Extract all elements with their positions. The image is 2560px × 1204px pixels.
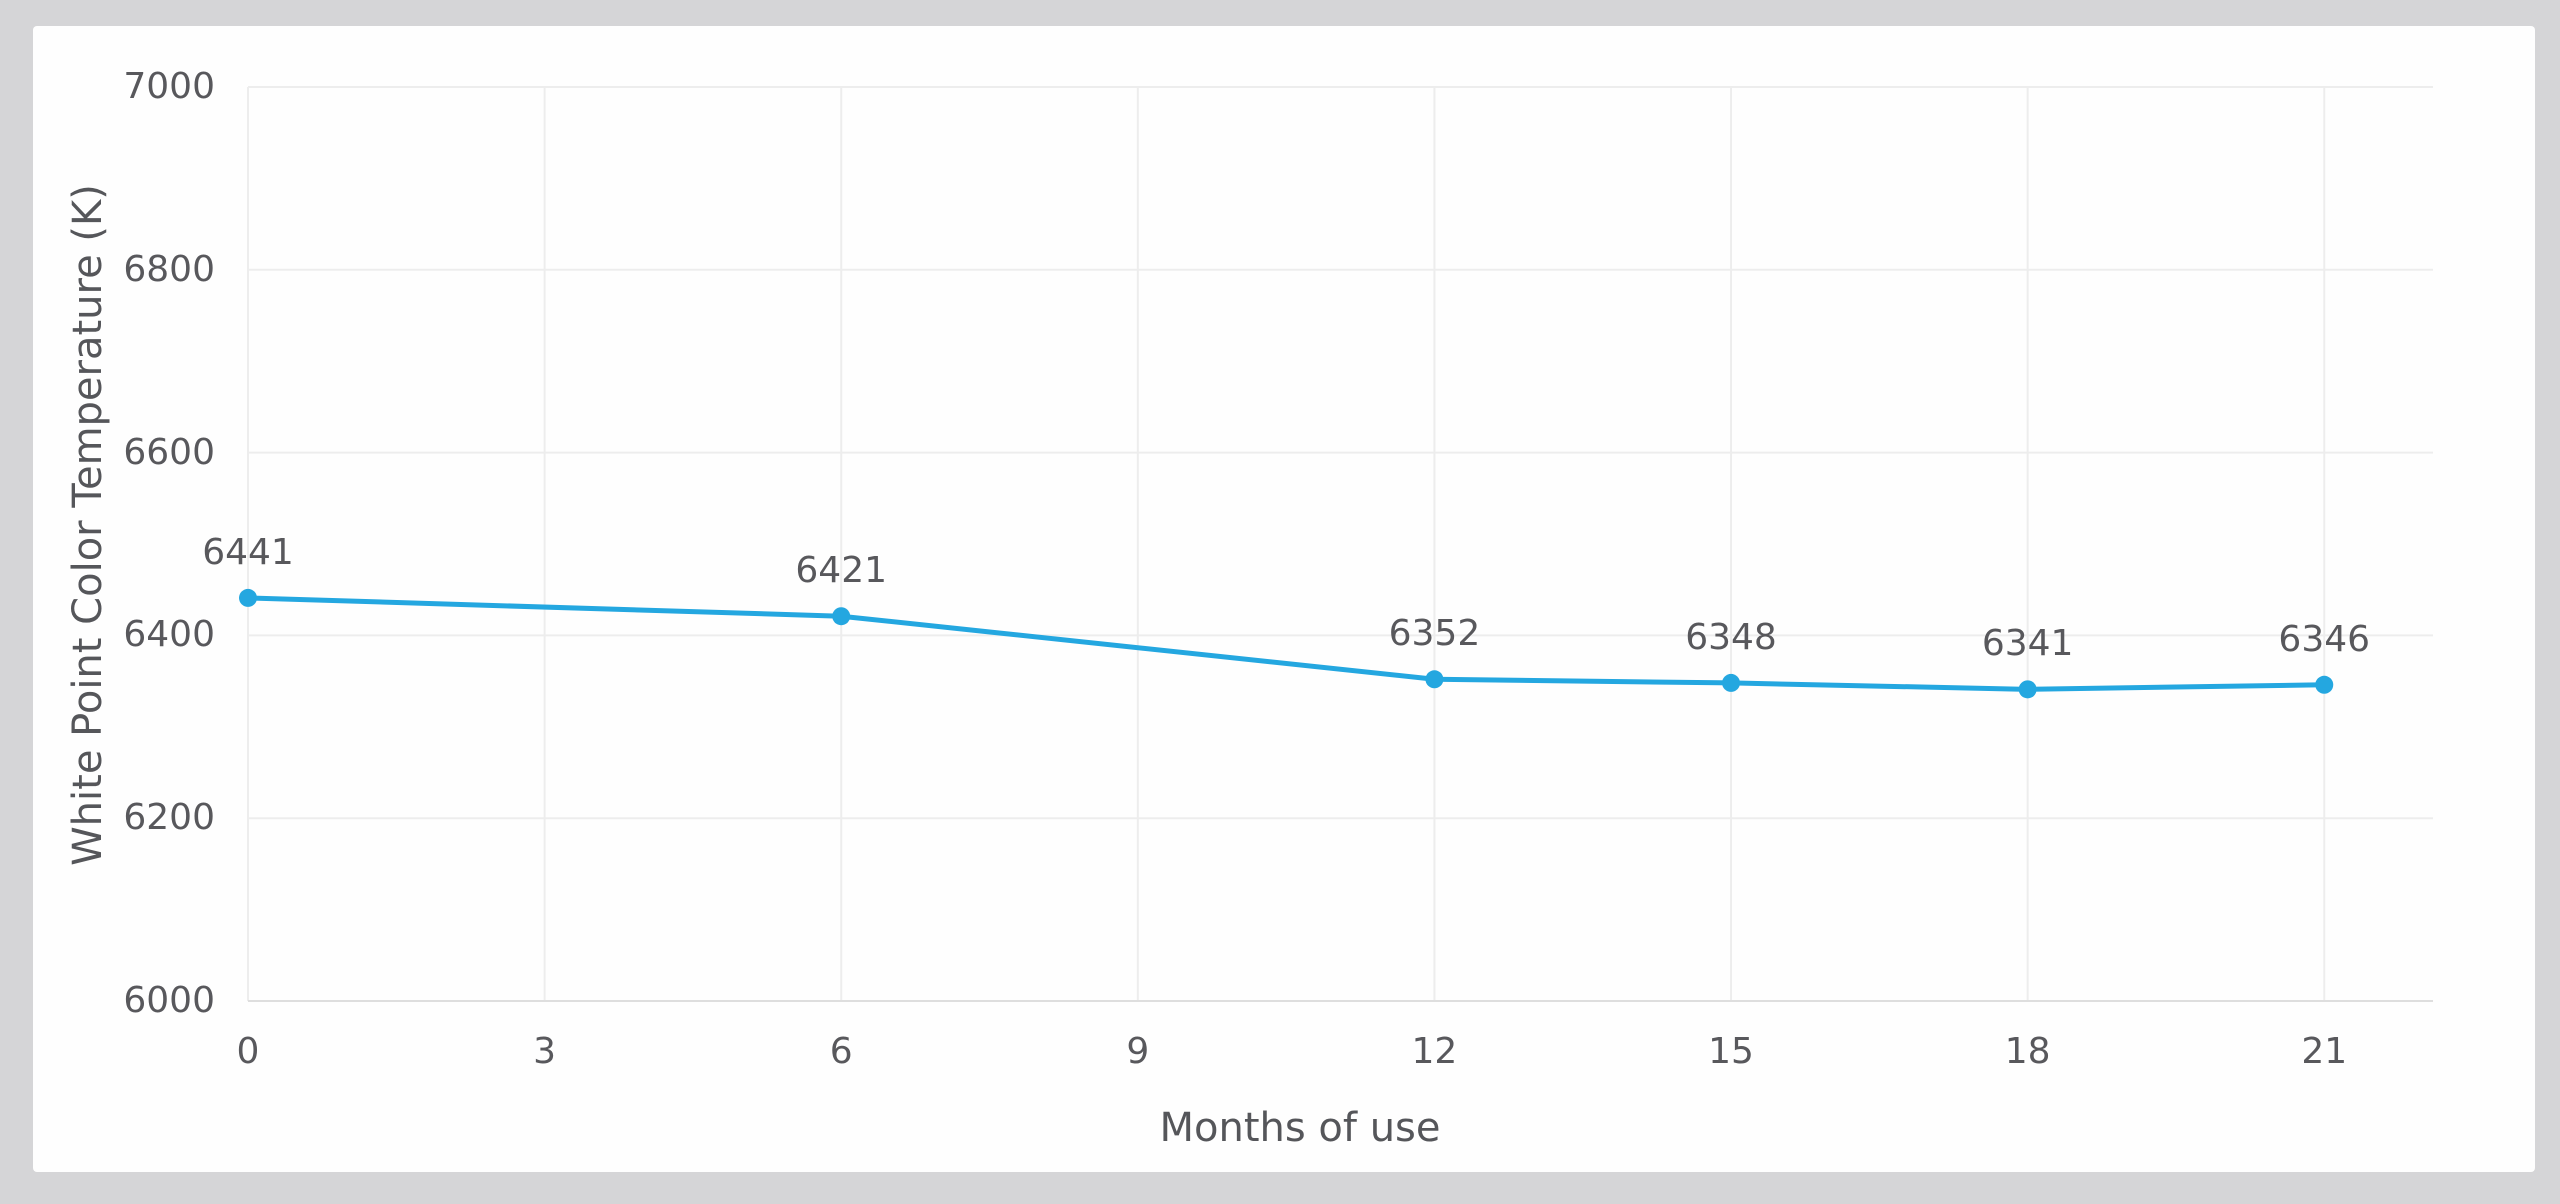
y-tick-label: 6800	[123, 248, 215, 290]
y-axis-title: White Point Color Temperature (K)	[65, 184, 111, 866]
data-point-label: 6352	[1388, 613, 1481, 655]
x-tick-label: 9	[1126, 1031, 1150, 1072]
data-point-label: 6346	[2278, 618, 2371, 660]
data-point-label: 6348	[1685, 616, 1777, 658]
y-tick-label: 6200	[123, 797, 215, 839]
x-tick-label: 3	[533, 1031, 557, 1072]
y-tick-label: 6000	[123, 980, 215, 1021]
x-tick-label: 0	[236, 1031, 260, 1072]
data-point-label: 6441	[202, 531, 294, 573]
chart-card	[33, 26, 2535, 1172]
x-tick-label: 21	[2301, 1031, 2348, 1072]
x-tick-label: 12	[1411, 1031, 1458, 1072]
y-tick-label: 6400	[123, 614, 215, 656]
data-point-label: 6341	[1981, 623, 2074, 665]
x-tick-label: 6	[829, 1031, 853, 1072]
x-tick-label: 18	[2004, 1031, 2051, 1072]
x-tick-label: 15	[1708, 1031, 1754, 1072]
y-tick-label: 6600	[123, 431, 215, 473]
x-axis-title: Months of use	[1159, 1105, 1441, 1151]
data-point-label: 6421	[795, 550, 888, 592]
y-tick-label: 7000	[123, 66, 215, 107]
